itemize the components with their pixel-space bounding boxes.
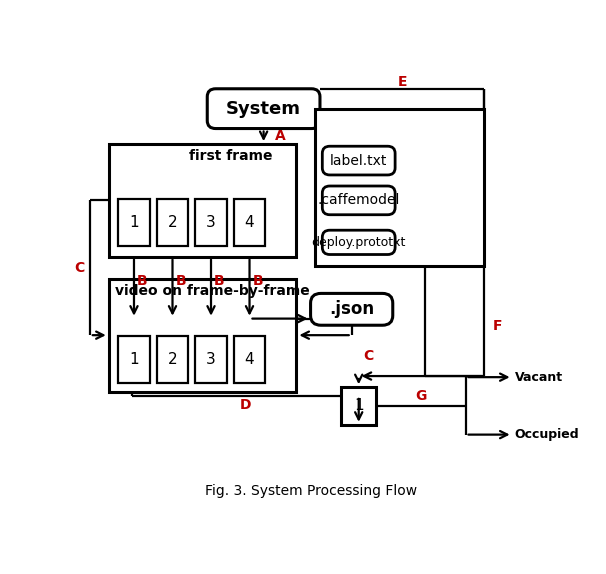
Text: Fig. 3. System Processing Flow: Fig. 3. System Processing Flow	[204, 484, 417, 498]
Bar	[195, 336, 227, 383]
Text: Occupied: Occupied	[515, 428, 579, 441]
Text: Vacant: Vacant	[515, 371, 563, 383]
Bar	[156, 199, 188, 246]
Text: C: C	[364, 349, 374, 363]
Text: 3: 3	[206, 352, 216, 367]
Text: video on frame-by-frame: video on frame-by-frame	[115, 284, 309, 298]
Bar	[156, 336, 188, 383]
Bar	[108, 279, 296, 391]
Bar	[118, 336, 150, 383]
Text: B: B	[176, 274, 186, 288]
Text: 1: 1	[129, 352, 139, 367]
Text: B: B	[253, 274, 263, 288]
Text: G: G	[415, 389, 427, 403]
FancyBboxPatch shape	[322, 146, 395, 175]
Text: label.txt: label.txt	[330, 154, 387, 168]
Text: 2: 2	[168, 352, 178, 367]
Bar	[233, 336, 265, 383]
FancyBboxPatch shape	[310, 293, 393, 325]
Text: F: F	[493, 319, 502, 333]
Text: deploy.prototxt: deploy.prototxt	[311, 236, 406, 249]
Bar	[315, 108, 484, 266]
Bar	[233, 199, 265, 246]
Text: 3: 3	[206, 215, 216, 230]
Text: E: E	[398, 75, 407, 89]
Text: .json: .json	[329, 300, 375, 319]
Bar	[108, 144, 296, 257]
Bar	[118, 199, 150, 246]
FancyBboxPatch shape	[322, 186, 395, 215]
Text: 2: 2	[168, 215, 178, 230]
Text: 1: 1	[354, 398, 364, 413]
FancyBboxPatch shape	[207, 89, 320, 129]
Text: 4: 4	[245, 352, 255, 367]
Text: A: A	[275, 129, 286, 144]
Bar	[341, 387, 376, 425]
Text: .caffemodel: .caffemodel	[318, 193, 400, 207]
Text: 1: 1	[129, 215, 139, 230]
Text: first frame: first frame	[189, 149, 273, 164]
Text: System: System	[226, 100, 301, 118]
Text: B: B	[214, 274, 225, 288]
FancyBboxPatch shape	[322, 230, 395, 254]
Text: B: B	[137, 274, 148, 288]
Bar	[195, 199, 227, 246]
Text: D: D	[239, 398, 251, 412]
Text: C: C	[75, 261, 85, 275]
Text: 4: 4	[245, 215, 255, 230]
